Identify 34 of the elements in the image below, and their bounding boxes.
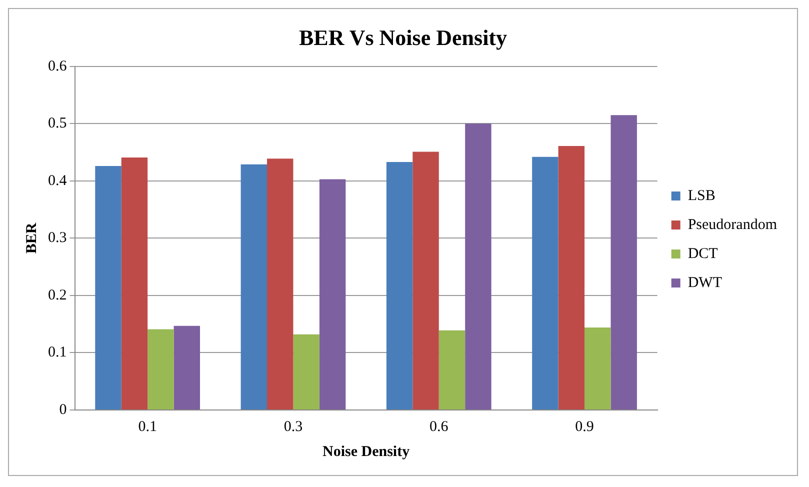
bar: [293, 334, 320, 410]
bar: [412, 152, 439, 410]
y-tick-label: 0.2: [48, 287, 67, 304]
legend-label: LSB: [688, 188, 716, 204]
y-tick-label: 0.6: [48, 58, 68, 74]
bar: [558, 146, 585, 410]
bar: [584, 328, 611, 410]
bar: [174, 326, 200, 410]
x-tick-label: 0.9: [575, 418, 594, 435]
bar: [267, 158, 294, 410]
x-axis-title: Noise Density: [322, 444, 410, 460]
bar: [386, 162, 413, 410]
bar: [610, 115, 637, 410]
legend-label: DCT: [688, 246, 718, 262]
x-tick-label: 0.3: [284, 418, 303, 435]
bar: [148, 329, 174, 410]
bar: [465, 124, 492, 410]
y-axis-title: BER: [24, 222, 40, 254]
bar: [532, 156, 558, 410]
y-tick-label: 0.3: [48, 230, 67, 246]
bar: [95, 166, 122, 410]
bar: [438, 330, 466, 410]
y-tick-label: 0.5: [48, 116, 67, 132]
chart-title: BER Vs Noise Density: [298, 24, 508, 50]
x-tick-label: 0.1: [138, 418, 157, 435]
bar: [121, 157, 148, 410]
x-tick-label: 0.6: [429, 418, 449, 435]
bar: [240, 164, 268, 410]
y-tick-label: 0: [59, 402, 67, 418]
legend-label: Pseudorandom: [688, 216, 778, 233]
legend-label: DWT: [688, 274, 722, 291]
bar: [319, 179, 346, 410]
y-tick-label: 0.4: [48, 172, 68, 189]
y-tick-label: 0.1: [48, 344, 67, 361]
